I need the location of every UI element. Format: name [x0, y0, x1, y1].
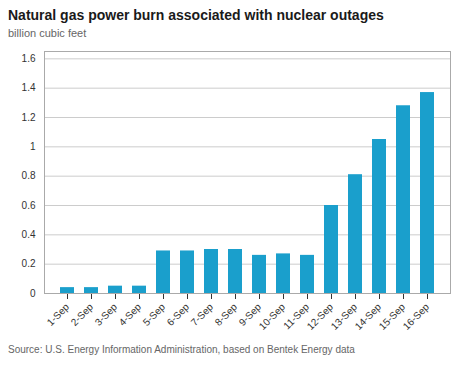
svg-text:1.2: 1.2 — [22, 112, 36, 123]
svg-text:1-Sep: 1-Sep — [45, 301, 72, 328]
svg-text:0.2: 0.2 — [22, 258, 36, 269]
svg-text:16-Sep: 16-Sep — [401, 301, 432, 332]
svg-text:5-Sep: 5-Sep — [141, 301, 168, 328]
svg-text:14-Sep: 14-Sep — [352, 301, 384, 332]
svg-text:6-Sep: 6-Sep — [165, 301, 192, 328]
html-text:Source: U.S. Energy Informatio: Source: U.S. Energy Information Administ… — [8, 344, 355, 355]
svg-text:10-Sep: 10-Sep — [257, 301, 288, 332]
svg-text:7-Sep: 7-Sep — [189, 301, 216, 328]
svg-text:8-Sep: 8-Sep — [213, 301, 240, 328]
svg-text:3-Sep: 3-Sep — [93, 301, 120, 328]
svg-text:11-Sep: 11-Sep — [281, 301, 312, 332]
svg-text:1.6: 1.6 — [22, 53, 36, 64]
svg-text:0.8: 0.8 — [22, 170, 36, 181]
svg-text:1.4: 1.4 — [22, 82, 36, 93]
svg-text:0: 0 — [30, 288, 36, 299]
svg-text:12-Sep: 12-Sep — [304, 301, 336, 332]
svg-text:0.4: 0.4 — [22, 229, 36, 240]
svg-text:15-Sep: 15-Sep — [376, 301, 408, 332]
svg-text:4-Sep: 4-Sep — [117, 301, 144, 328]
html-text:Natural gas power burn associa: Natural gas power burn associated with n… — [8, 7, 384, 23]
svg-text:2-Sep: 2-Sep — [69, 301, 96, 328]
svg-text:13-Sep: 13-Sep — [328, 301, 360, 332]
svg-text:0.6: 0.6 — [22, 200, 36, 211]
svg-text:9-Sep: 9-Sep — [236, 301, 264, 328]
svg-text:1: 1 — [30, 141, 36, 152]
html-text:billion cubic feet: billion cubic feet — [8, 27, 87, 39]
